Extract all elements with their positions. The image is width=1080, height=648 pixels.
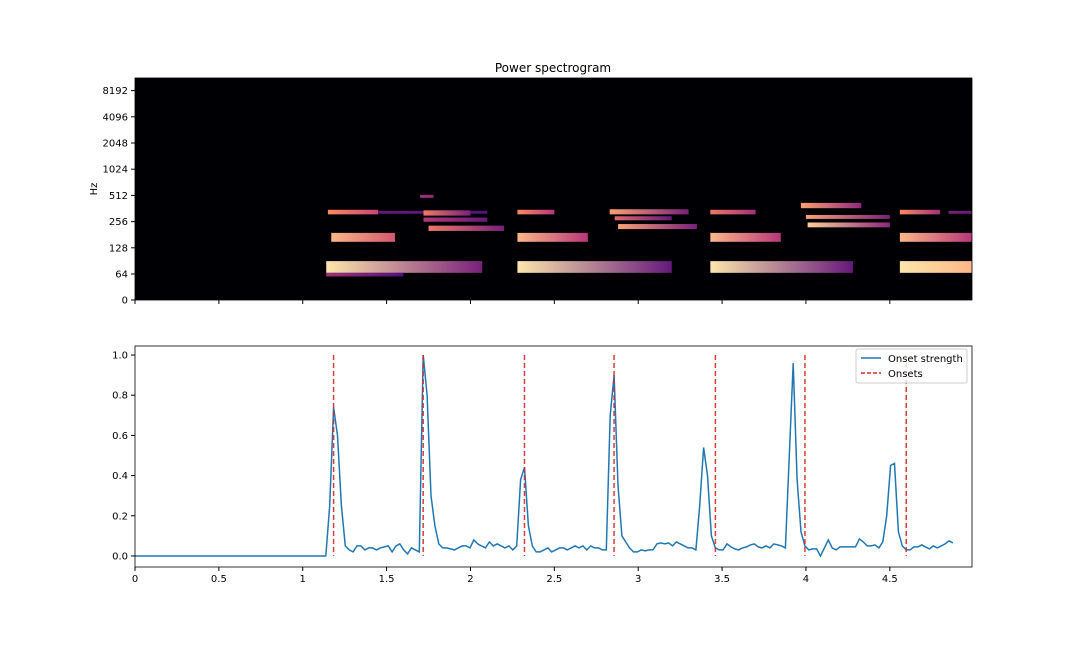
spectrogram-frame (134, 77, 973, 301)
y-tick-label: 4096 (103, 112, 128, 123)
x-tick-label: 4.5 (882, 574, 898, 585)
x-tick-label: 3.5 (714, 574, 730, 585)
y-tick-label: 0.6 (112, 431, 128, 442)
spectrogram-patch (807, 222, 890, 228)
spectrogram-patch (800, 202, 862, 209)
spectrogram-patch (710, 261, 853, 273)
x-tick-label: 0.5 (211, 574, 227, 585)
spectrogram-plot: 0 64 128 256 512 1024 2048 4096 8192 (103, 77, 973, 307)
spectrogram-patch (517, 261, 672, 273)
onset-frame (134, 345, 973, 568)
spectrogram-ylabel: Hz (89, 183, 100, 196)
spectrogram-patch (948, 210, 972, 214)
x-tick-label: 2.5 (546, 574, 562, 585)
y-tick-label: 0.4 (112, 471, 128, 482)
spectrogram-patch (327, 209, 379, 215)
onset-plot: 0.0 0.2 0.4 0.6 0.8 1.0 0 0.5 1 1.5 2 2.5 3 3.5 4 4.5 (112, 345, 973, 585)
y-tick-label: 8192 (103, 86, 128, 97)
spectrogram-title: Power spectrogram (495, 61, 611, 75)
spectrogram-patch (326, 272, 404, 277)
y-tick-label: 256 (109, 217, 128, 228)
x-tick-label: 1 (300, 574, 306, 585)
y-tick-label: 512 (109, 191, 128, 202)
y-tick-label: 0 (122, 296, 128, 307)
spectrogram-patch (899, 209, 941, 215)
legend: Onset strength Onsets (855, 348, 968, 384)
spectrogram-patch (618, 224, 697, 230)
spectrogram-patch (710, 232, 781, 242)
x-tick-label: 3 (635, 574, 641, 585)
y-tick-label: 0.8 (112, 391, 128, 402)
spectrogram-patch (423, 210, 471, 216)
legend-box (855, 348, 968, 384)
spectrogram-patch (609, 209, 689, 215)
spectrogram-patch (423, 217, 488, 222)
spectrogram-patch (614, 216, 672, 221)
spectrogram-patch (805, 214, 890, 219)
spectrogram-patch (899, 232, 972, 242)
x-tick-label: 2 (467, 574, 473, 585)
spectrogram-patch (517, 209, 555, 215)
x-tick-label: 4 (803, 574, 809, 585)
y-tick-label: 128 (109, 243, 128, 254)
onset-strength-line (135, 354, 954, 558)
spectrogram-patch (420, 194, 434, 198)
spectrogram-patch (710, 209, 756, 215)
y-tick-label: 1024 (103, 165, 128, 176)
y-tick-label: 0.2 (112, 511, 128, 522)
spectrogram-patch (899, 261, 972, 273)
x-tick-label: 0 (132, 574, 138, 585)
spectrogram-patch (326, 261, 483, 273)
spectrogram-patch (517, 232, 588, 242)
y-tick-label: 64 (115, 270, 128, 281)
spectrogram-patch (331, 232, 395, 242)
y-tick-label: 1.0 (112, 351, 128, 362)
spectrogram-patch (428, 225, 505, 231)
legend-label-onsets: Onsets (888, 369, 923, 380)
x-tick-label: 1.5 (379, 574, 395, 585)
legend-label-onset-strength: Onset strength (888, 354, 963, 365)
y-tick-label: 2048 (103, 139, 128, 150)
y-tick-label: 0.0 (112, 551, 128, 562)
